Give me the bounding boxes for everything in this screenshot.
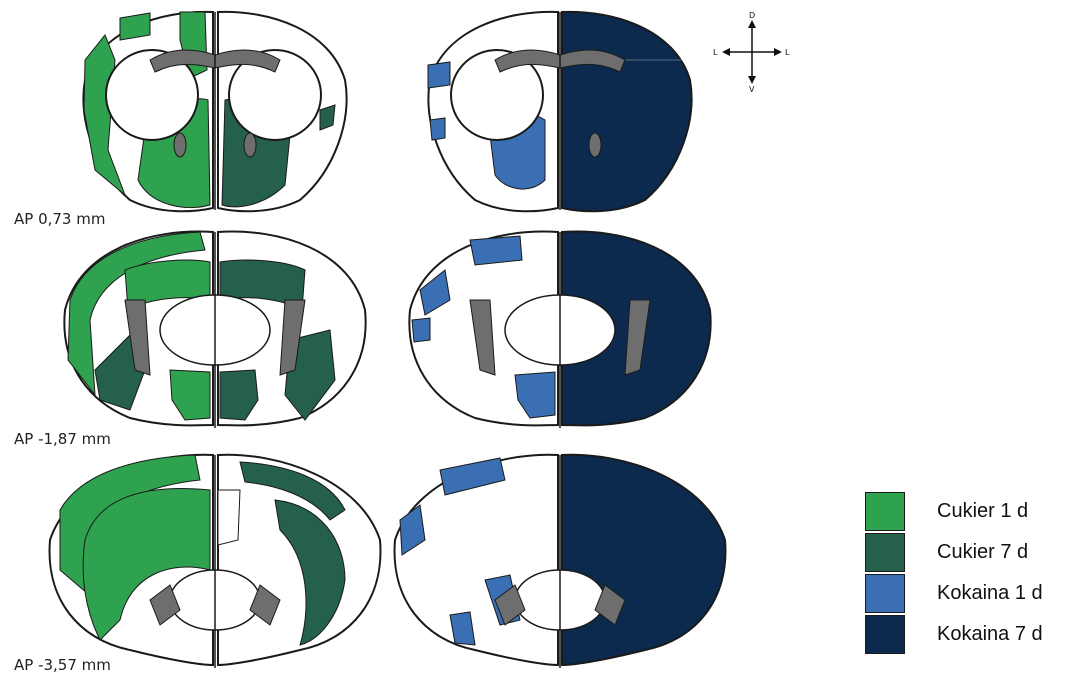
cocaine-1d-region-ventral [449, 611, 476, 646]
compass-right: L [785, 48, 790, 57]
cocaine-1d-ventricle [450, 49, 544, 141]
section-3-sugar [48, 453, 382, 668]
section-1-sugar [82, 10, 348, 213]
sugar-1d-region-lateral [83, 34, 127, 197]
sugar-7d-region-hypothalamus [219, 369, 259, 421]
section-2-sugar [63, 230, 367, 428]
sugar-1d-region-hypothalamus [169, 369, 211, 421]
cocaine-1d-region-cortex-b [399, 504, 426, 556]
legend-swatch-cocaine-7d [865, 615, 905, 654]
sugar-7d-region-midbrain [217, 489, 241, 546]
sugar-7d-region-hippocampus [274, 499, 346, 646]
section-1-cocaine [427, 10, 700, 213]
sugar-1d-region-dorsal [119, 12, 151, 41]
section-3-cocaine [393, 453, 727, 668]
cocaine-7d-region-hemisphere [561, 10, 693, 213]
compass-ventral: V [749, 85, 755, 94]
legend-swatch-sugar-7d [865, 533, 905, 572]
cocaine-1d-region-cortex-a [439, 457, 506, 496]
legend-label-sugar-7d: Cukier 7 d [937, 541, 1029, 563]
orientation-compass: D V L L [713, 11, 790, 94]
sugar-7d-region-cortex [239, 461, 346, 521]
cocaine-1d-region-hypothalamus [514, 371, 556, 419]
cocaine-1d-region-cortex-b [419, 269, 451, 316]
compass-left: L [713, 48, 718, 57]
sugar-1d-region-cortex [67, 231, 206, 397]
cocaine-1d-region-cortex-a [469, 235, 523, 266]
sugar-7d-region-lateral [319, 104, 336, 131]
cocaine-1d-region-cortex-c [411, 317, 431, 343]
section-label-1: AP 0,73 mm [14, 210, 106, 228]
compass-dorsal: D [749, 11, 755, 20]
section-label-2: AP -1,87 mm [14, 430, 111, 448]
sugar-1d-ventricle [105, 49, 199, 141]
section-2-cocaine [408, 230, 712, 428]
section-label-3: AP -3,57 mm [14, 656, 111, 674]
legend-label-cocaine-1d: Kokaina 1 d [937, 582, 1043, 604]
cocaine-7d-region-hemisphere [561, 453, 727, 667]
legend-label-cocaine-7d: Kokaina 7 d [937, 623, 1043, 645]
sugar-7d-ventricle [228, 49, 322, 141]
legend-label-sugar-1d: Cukier 1 d [937, 500, 1029, 522]
sugar-1d-region-hippocampus [82, 488, 211, 641]
cocaine-1d-region-lateral-a [427, 61, 451, 89]
legend-swatch-cocaine-1d [865, 574, 905, 613]
legend-swatch-sugar-1d [865, 492, 905, 531]
cocaine-1d-region-lateral-b [429, 117, 446, 141]
